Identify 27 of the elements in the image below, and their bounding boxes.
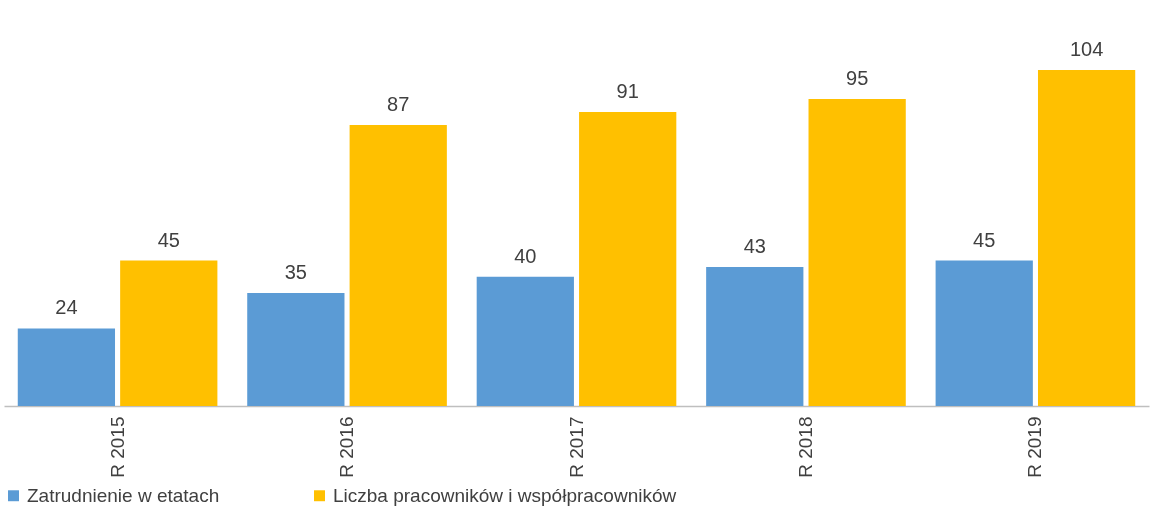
- bar: [1037, 70, 1136, 406]
- bar: [935, 260, 1033, 406]
- data-label: 91: [616, 80, 639, 102]
- bar: [120, 260, 218, 406]
- data-label: 45: [973, 228, 996, 251]
- bar: [579, 112, 677, 406]
- x-tick-label: R 2016: [336, 416, 358, 478]
- x-tick-label: R 2018: [794, 416, 816, 478]
- data-label: 24: [55, 296, 78, 319]
- x-tick-label: R 2017: [565, 416, 587, 478]
- data-label: 45: [157, 228, 180, 251]
- bar: [247, 292, 345, 406]
- bar: [706, 267, 804, 406]
- bar: [808, 99, 906, 406]
- data-label: 104: [1069, 38, 1104, 60]
- data-label: 43: [743, 235, 766, 258]
- data-label: 35: [284, 260, 307, 283]
- data-label: 95: [846, 67, 869, 90]
- bar: [349, 124, 447, 406]
- x-tick-label: R 2015: [106, 416, 128, 478]
- x-tick-label: R 2019: [1024, 416, 1046, 478]
- legend-label: Liczba pracowników i współpracowników: [333, 484, 677, 506]
- data-label: 87: [387, 92, 410, 115]
- data-label: 40: [514, 244, 537, 267]
- bar: [17, 328, 116, 406]
- legend-label: Zatrudnienie w etatach: [27, 484, 220, 506]
- bar: [476, 276, 574, 406]
